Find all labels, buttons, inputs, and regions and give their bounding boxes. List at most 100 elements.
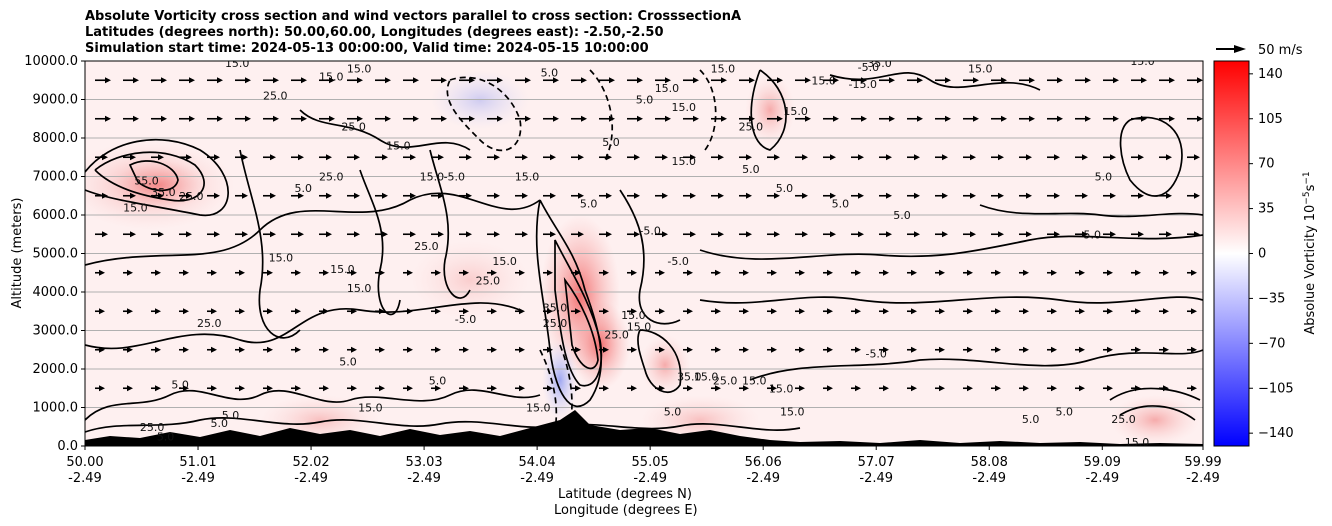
wind-vector <box>1103 346 1113 353</box>
wind-vector <box>151 385 161 392</box>
wind-vector <box>431 77 447 84</box>
wind-vector <box>1131 77 1147 84</box>
wind-vector <box>851 308 861 315</box>
wind-vector <box>711 269 721 276</box>
wind-vector <box>487 192 500 199</box>
wind-vector <box>179 77 195 84</box>
wind-vector <box>935 269 945 276</box>
wind-vector <box>347 115 363 122</box>
contour-label: 35.0 <box>677 371 702 384</box>
y-tick-label: 7000.0 <box>33 170 79 185</box>
quiver-key: 50 m/s <box>1216 43 1303 58</box>
y-tick-label: 9000.0 <box>33 93 79 108</box>
wind-vector <box>823 231 836 238</box>
wind-vector <box>571 154 584 161</box>
wind-vector <box>711 77 727 84</box>
contour-label: 5.0 <box>211 417 229 430</box>
wind-vector <box>851 231 864 238</box>
contour-label: 5.0 <box>742 163 760 176</box>
wind-vector <box>235 154 248 161</box>
wind-vector <box>1131 269 1141 276</box>
wind-vector <box>1103 385 1113 392</box>
wind-vector <box>739 308 749 315</box>
contour-label: 15.0 <box>225 57 250 70</box>
wind-vector <box>543 154 556 161</box>
contour-label: 15.0 <box>358 402 383 415</box>
wind-vector <box>291 115 307 122</box>
wind-vector <box>403 385 413 392</box>
wind-vector <box>1019 346 1029 353</box>
wind-vector <box>1103 192 1116 199</box>
wind-vector <box>907 115 923 122</box>
wind-vector <box>263 308 273 315</box>
contour-label: 15.0 <box>420 171 445 184</box>
wind-vector <box>459 115 475 122</box>
wind-vector <box>123 346 133 353</box>
x-tick-label-lon: -2.49 <box>972 471 1006 486</box>
x-tick-label-lon: -2.49 <box>746 471 780 486</box>
wind-vector <box>963 346 973 353</box>
wind-vector <box>151 154 164 161</box>
wind-vector <box>851 346 861 353</box>
wind-vector <box>571 192 584 199</box>
wind-vector <box>319 77 335 84</box>
wind-vector <box>431 115 447 122</box>
wind-vector <box>739 385 749 392</box>
wind-vector <box>347 385 357 392</box>
contour-label: 25.0 <box>140 421 165 434</box>
wind-vector <box>123 269 133 276</box>
wind-vector <box>207 154 220 161</box>
contour-label: 15.0 <box>330 263 355 276</box>
wind-vector <box>655 115 671 122</box>
wind-vector <box>515 385 525 392</box>
wind-vector <box>543 192 556 199</box>
y-tick-label: 8000.0 <box>33 131 79 146</box>
wind-vector <box>291 192 304 199</box>
colorbar-gradient <box>1213 60 1250 447</box>
wind-vector <box>795 346 805 353</box>
wind-vector <box>991 385 1001 392</box>
wind-vector <box>1019 308 1029 315</box>
wind-vector <box>319 269 329 276</box>
contour-label: 15.0 <box>123 201 148 214</box>
wind-vector <box>403 308 413 315</box>
wind-vector <box>319 385 329 392</box>
wind-vector <box>1075 77 1091 84</box>
x-axis-title-longitude: Longitude (degrees E) <box>554 503 698 518</box>
wind-vector <box>907 269 917 276</box>
x-tick-label-lon: -2.49 <box>859 471 893 486</box>
wind-vector <box>431 269 441 276</box>
wind-vector <box>347 269 357 276</box>
wind-vector <box>459 77 475 84</box>
y-tick-label: 1000.0 <box>33 401 79 416</box>
wind-vector <box>1159 77 1175 84</box>
wind-vector <box>95 192 108 199</box>
wind-vector <box>627 192 640 199</box>
wind-vector <box>375 346 385 353</box>
wind-vector <box>375 192 388 199</box>
wind-vector <box>823 77 839 84</box>
wind-vector <box>487 308 497 315</box>
wind-vector <box>319 115 335 122</box>
wind-vector <box>375 308 385 315</box>
wind-vector <box>627 115 643 122</box>
contour-label: -5.0 <box>444 171 465 184</box>
contour-label: 25.0 <box>1111 413 1136 426</box>
wind-vector <box>655 346 665 353</box>
wind-vector <box>1019 385 1029 392</box>
x-tick-label-lat: 59.99 <box>1184 455 1221 470</box>
wind-vector <box>1075 231 1088 238</box>
wind-vector <box>1159 385 1169 392</box>
quiver-key-arrowhead <box>1234 45 1246 53</box>
wind-vector <box>515 231 528 238</box>
wind-vector <box>767 192 780 199</box>
wind-vector <box>375 115 391 122</box>
wind-vector <box>487 346 497 353</box>
wind-vector <box>935 308 945 315</box>
wind-vector <box>291 154 304 161</box>
wind-vector <box>879 115 895 122</box>
wind-vector <box>375 385 385 392</box>
wind-vector <box>123 192 136 199</box>
wind-vector <box>543 385 553 392</box>
wind-vector <box>95 231 108 238</box>
